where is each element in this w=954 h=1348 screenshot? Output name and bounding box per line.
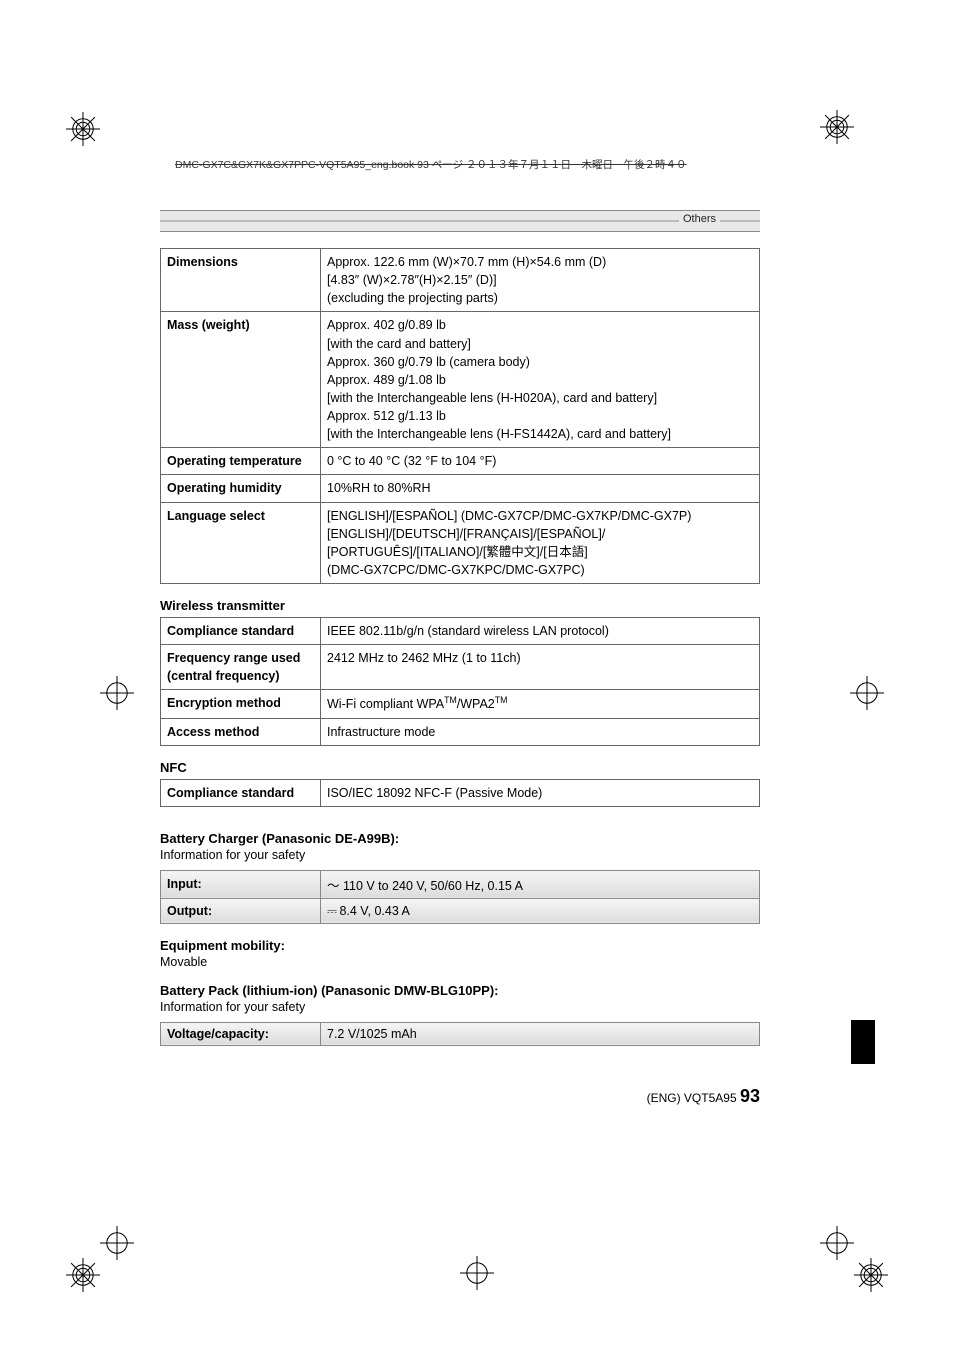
- battery-label: Voltage/capacity:: [161, 1022, 321, 1045]
- spec-label: Compliance standard: [161, 779, 321, 806]
- spec-value: [ENGLISH]/[ESPAÑOL] (DMC-GX7CP/DMC-GX7KP…: [321, 502, 760, 584]
- spec-label: Compliance standard: [161, 618, 321, 645]
- charger-sub: Information for your safety: [160, 848, 760, 862]
- page-footer: (ENG) VQT5A95 93: [160, 1086, 760, 1107]
- spec-value: Wi-Fi compliant WPATM/WPA2TM: [321, 690, 760, 718]
- spec-value: Approx. 122.6 mm (W)×70.7 mm (H)×54.6 mm…: [321, 249, 760, 312]
- reg-mark-bbl: [66, 1258, 100, 1292]
- table-row: Voltage/capacity: 7.2 V/1025 mAh: [161, 1022, 760, 1045]
- table-row: Encryption methodWi-Fi compliant WPATM/W…: [161, 690, 760, 718]
- spec-label: Dimensions: [161, 249, 321, 312]
- battery-heading: Battery Pack (lithium-ion) (Panasonic DM…: [160, 983, 760, 998]
- equipment-heading: Equipment mobility:: [160, 938, 760, 953]
- reg-mark-tr: [820, 110, 854, 144]
- spec-value: 10%RH to 80%RH: [321, 475, 760, 502]
- spec-value: 0 °C to 40 °C (32 °F to 104 °F): [321, 448, 760, 475]
- wireless-heading: Wireless transmitter: [160, 598, 760, 613]
- table-row: Compliance standardIEEE 802.11b/g/n (sta…: [161, 618, 760, 645]
- table-row: Access methodInfrastructure mode: [161, 718, 760, 745]
- spec-value: IEEE 802.11b/g/n (standard wireless LAN …: [321, 618, 760, 645]
- footer-prefix: (ENG) VQT5A95: [647, 1091, 737, 1105]
- section-label: Others: [679, 213, 720, 225]
- reg-mark-br: [820, 1226, 854, 1260]
- charger-label: Output:: [161, 898, 321, 923]
- table-row: Input:～ 110 V to 240 V, 50/60 Hz, 0.15 A: [161, 870, 760, 898]
- nfc-heading: NFC: [160, 760, 760, 775]
- reg-mark-tl: [66, 112, 100, 146]
- spec-label: Mass (weight): [161, 312, 321, 448]
- spec-label: Language select: [161, 502, 321, 584]
- table-row: Operating humidity10%RH to 80%RH: [161, 475, 760, 502]
- table-row: Operating temperature0 °C to 40 °C (32 °…: [161, 448, 760, 475]
- spec-label: Operating humidity: [161, 475, 321, 502]
- table-row: DimensionsApprox. 122.6 mm (W)×70.7 mm (…: [161, 249, 760, 312]
- table-row: Compliance standardISO/IEC 18092 NFC-F (…: [161, 779, 760, 806]
- reg-mark-bbr: [854, 1258, 888, 1292]
- specs-main-table: DimensionsApprox. 122.6 mm (W)×70.7 mm (…: [160, 248, 760, 584]
- charger-heading: Battery Charger (Panasonic DE-A99B):: [160, 831, 760, 846]
- reg-mark-bc: [460, 1256, 494, 1290]
- battery-table: Voltage/capacity: 7.2 V/1025 mAh: [160, 1022, 760, 1046]
- table-row: Output:⎓ 8.4 V, 0.43 A: [161, 898, 760, 923]
- wireless-table: Compliance standardIEEE 802.11b/g/n (sta…: [160, 617, 760, 746]
- spec-value: Approx. 402 g/0.89 lb [with the card and…: [321, 312, 760, 448]
- equipment-value: Movable: [160, 955, 760, 969]
- spec-label: Operating temperature: [161, 448, 321, 475]
- spec-label: Frequency range used (central frequency): [161, 645, 321, 690]
- footer-page: 93: [740, 1086, 760, 1106]
- battery-value: 7.2 V/1025 mAh: [321, 1022, 760, 1045]
- spec-label: Encryption method: [161, 690, 321, 718]
- spec-value: Infrastructure mode: [321, 718, 760, 745]
- nfc-table: Compliance standardISO/IEC 18092 NFC-F (…: [160, 779, 760, 807]
- table-row: Frequency range used (central frequency)…: [161, 645, 760, 690]
- spec-value: 2412 MHz to 2462 MHz (1 to 11ch): [321, 645, 760, 690]
- table-row: Language select[ENGLISH]/[ESPAÑOL] (DMC-…: [161, 502, 760, 584]
- spec-value: ISO/IEC 18092 NFC-F (Passive Mode): [321, 779, 760, 806]
- spec-label: Access method: [161, 718, 321, 745]
- charger-label: Input:: [161, 870, 321, 898]
- thumb-tab: [851, 1020, 875, 1064]
- reg-mark-bl: [100, 1226, 134, 1260]
- reg-mark-mr: [850, 676, 884, 710]
- charger-table: Input:～ 110 V to 240 V, 50/60 Hz, 0.15 A…: [160, 870, 760, 924]
- reg-mark-ml: [100, 676, 134, 710]
- table-row: Mass (weight)Approx. 402 g/0.89 lb [with…: [161, 312, 760, 448]
- battery-sub: Information for your safety: [160, 1000, 760, 1014]
- charger-value: ～ 110 V to 240 V, 50/60 Hz, 0.15 A: [321, 870, 760, 898]
- section-header: Others: [160, 210, 760, 232]
- charger-value: ⎓ 8.4 V, 0.43 A: [321, 898, 760, 923]
